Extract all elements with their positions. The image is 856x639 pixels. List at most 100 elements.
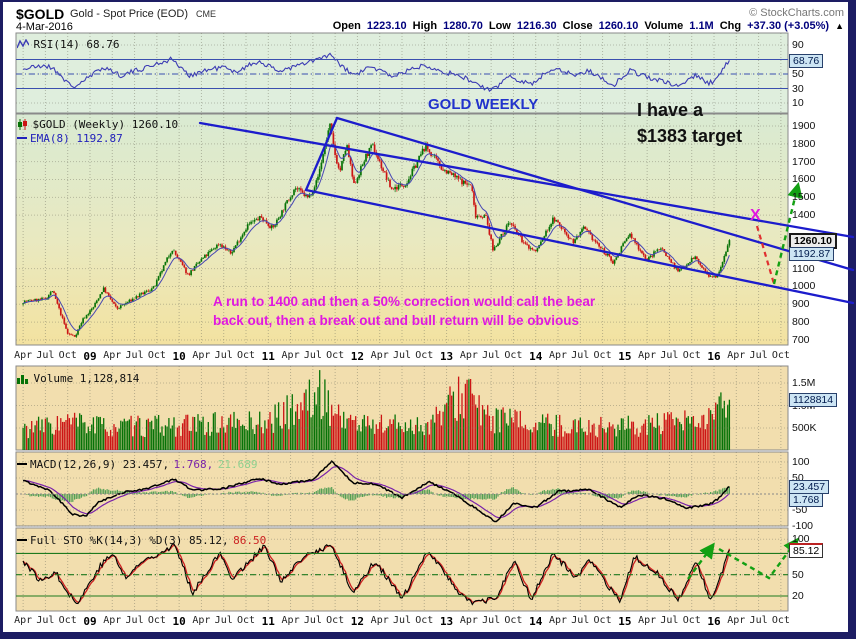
x-axis-label: Apr xyxy=(281,350,300,361)
x-axis-label: Oct xyxy=(236,615,256,626)
macd-legend-main: MACD(12,26,9) 23.457, xyxy=(30,458,170,471)
ema-line-swatch xyxy=(17,136,27,139)
x-axis-label: Oct xyxy=(326,615,345,626)
close-value: 1260.10 xyxy=(598,20,639,32)
macd-value-callout: 23.457 xyxy=(789,480,830,494)
x-axis-label: 09 xyxy=(83,350,97,363)
x-axis-label: Apr xyxy=(192,615,211,626)
y-tick-label-macd: -50 xyxy=(792,504,808,516)
annotation-note-line2: back out, then a break out and bull retu… xyxy=(213,313,580,328)
x-axis-label: Apr xyxy=(192,350,211,361)
x-axis-label: 10 xyxy=(172,615,186,628)
y-tick-label-rsi: 10 xyxy=(792,97,804,109)
ticker-symbol: $GOLD xyxy=(16,6,65,22)
x-axis-label: Jul xyxy=(660,350,679,361)
x-axis-label: Oct xyxy=(147,350,166,361)
x-axis-label: Jul xyxy=(214,350,233,361)
x-axis-label: Jul xyxy=(571,615,590,626)
ema-legend-text: EMA(8) 1192.87 xyxy=(30,132,123,145)
x-axis-label: Oct xyxy=(504,615,523,626)
exchange-label: CME xyxy=(196,9,216,19)
y-tick-label-rsi: 30 xyxy=(792,82,804,95)
annotation-target-line2: $1383 target xyxy=(637,126,743,146)
volume-label: Volume xyxy=(644,20,684,32)
macd-legend-hist: 21.689 xyxy=(217,458,258,471)
y-tick-label-volume: 500K xyxy=(792,422,817,434)
x-axis-label: Jul xyxy=(36,615,55,626)
candlestick-icon xyxy=(18,119,27,130)
source-credit: © StockCharts.com xyxy=(749,7,844,19)
x-axis-label: Oct xyxy=(147,615,166,626)
x-axis-label: Oct xyxy=(593,350,612,361)
x-axis-label: Oct xyxy=(771,615,790,626)
quote-bar: Open 1223.10 High 1280.70 Low 1216.30 Cl… xyxy=(333,20,844,32)
y-tick-label-main: 700 xyxy=(792,333,810,346)
change-up-arrow-icon: ▲ xyxy=(835,21,844,31)
x-axis-label: Oct xyxy=(682,350,701,361)
y-tick-label-main: 1100 xyxy=(792,262,815,275)
sto-line-swatch xyxy=(17,538,27,541)
ema-value-callout: 1192.87 xyxy=(789,247,835,261)
x-axis-label: Oct xyxy=(771,350,790,361)
x-axis-label: 13 xyxy=(439,615,454,628)
x-axis-label: 14 xyxy=(529,350,543,363)
x-axis-label: 12 xyxy=(350,350,365,363)
x-axis-label: Jul xyxy=(571,350,590,361)
x-axis-label: Apr xyxy=(14,350,33,361)
x-axis-label: Apr xyxy=(459,350,478,361)
close-label: Close xyxy=(562,20,593,32)
x-axis-label: Jul xyxy=(214,615,233,626)
x-axis-label: Apr xyxy=(638,350,657,361)
x-axis-label: Oct xyxy=(58,350,77,361)
x-axis-label: Apr xyxy=(548,350,568,361)
price-legend: $GOLD (Weekly) 1260.10 xyxy=(17,115,178,133)
annotation-target-line1: I have a xyxy=(637,100,704,120)
x-axis-label: Jul xyxy=(482,615,501,626)
y-tick-label-main: 1000 xyxy=(792,280,816,293)
volume-value: 1.1M xyxy=(689,20,714,32)
x-axis-label: Jul xyxy=(392,615,412,626)
sto-legend-d: 86.50 xyxy=(233,534,267,547)
x-axis-label: Apr xyxy=(459,615,478,626)
x-axis-label: Jul xyxy=(125,350,144,361)
sto-value-callout: 85.12 xyxy=(789,543,824,558)
x-axis-bottom: Apr Jul Oct 09 Apr Jul Oct 10 Apr Jul Oct 11 Apr Jul O… xyxy=(0,614,856,629)
x-axis-label: Apr xyxy=(281,615,300,626)
x-axis-label: Oct xyxy=(326,350,345,361)
macd-line-swatch xyxy=(17,462,27,465)
chart-date: 4-Mar-2016 xyxy=(16,21,73,33)
x-axis-label: 16 xyxy=(707,350,721,363)
y-tick-label-main: 1900 xyxy=(792,120,816,132)
macd-signal-callout: 1.768 xyxy=(789,493,824,507)
x-axis-label: Oct xyxy=(415,615,434,626)
x-axis-label: 12 xyxy=(350,615,365,628)
x-axis-label: Oct xyxy=(504,350,523,361)
x-axis-label: 11 xyxy=(261,350,275,363)
x-axis-label: Oct xyxy=(415,350,434,361)
y-tick-label-sto: 50 xyxy=(792,568,804,581)
rsi-value-callout: 68.76 xyxy=(789,54,824,68)
high-label: High xyxy=(412,20,438,32)
rsi-indicator-icon xyxy=(16,38,30,49)
x-axis-label: 11 xyxy=(261,615,275,628)
chart-title: Gold - Spot Price (EOD) xyxy=(70,8,188,20)
y-tick-label-macd: 100 xyxy=(792,456,810,468)
annotation-x-marker: X xyxy=(750,207,761,224)
y-tick-label-rsi: 50 xyxy=(792,68,804,80)
x-axis-label: 15 xyxy=(618,350,632,363)
x-axis-label: Jul xyxy=(660,615,679,626)
y-tick-label-rsi: 90 xyxy=(792,39,804,51)
y-tick-label-sto: 20 xyxy=(792,590,804,602)
open-value: 1223.10 xyxy=(366,20,407,32)
volume-legend: Volume 1,128,814 xyxy=(17,369,139,387)
y-tick-label-main: 900 xyxy=(792,298,810,311)
x-axis-label: Oct xyxy=(58,615,77,626)
x-axis-label: Apr xyxy=(548,615,568,626)
x-axis-label: 09 xyxy=(83,615,97,628)
price-legend-text: $GOLD (Weekly) 1260.10 xyxy=(32,118,179,131)
low-label: Low xyxy=(488,20,511,32)
x-axis-label: 15 xyxy=(618,615,632,628)
rsi-legend: RSI(14) 68.76 xyxy=(16,35,120,53)
x-axis-label: 14 xyxy=(529,615,543,628)
